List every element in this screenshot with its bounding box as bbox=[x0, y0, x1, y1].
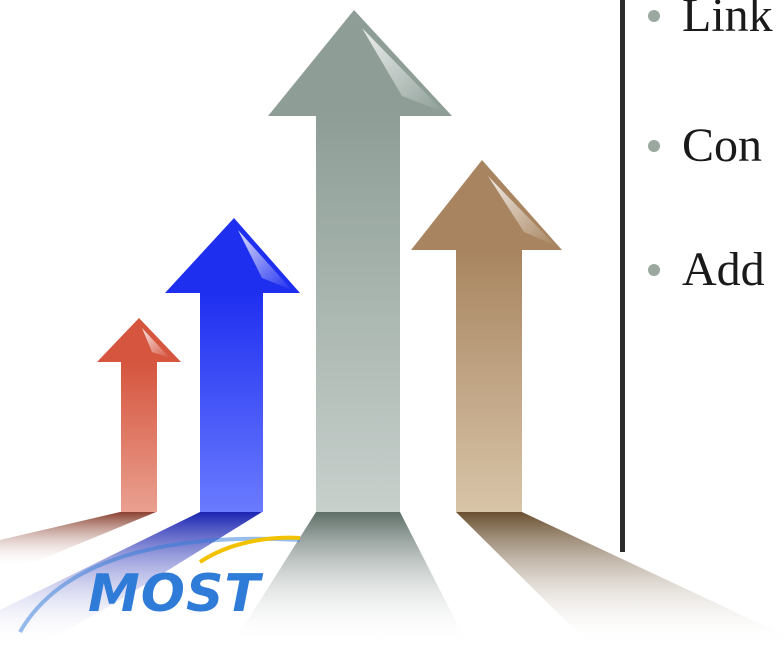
red-arrow bbox=[97, 318, 181, 512]
blue-arrow bbox=[165, 218, 300, 512]
most-logo-swoosh bbox=[18, 535, 301, 633]
bullet-dot-icon bbox=[648, 139, 660, 152]
gray-arrow bbox=[268, 10, 452, 512]
bullet-dot-icon bbox=[648, 9, 660, 22]
most-logo: MOST bbox=[88, 564, 261, 624]
bullet-item-1: Link bbox=[648, 0, 773, 40]
tan-arrow-shadow bbox=[456, 512, 784, 645]
bullet-text: Con bbox=[682, 119, 763, 172]
bullet-item-3: Add bbox=[648, 246, 765, 294]
bullet-item-2: Con bbox=[648, 122, 762, 170]
gray-arrow-shadow bbox=[232, 512, 468, 645]
blue-arrow-shadow bbox=[0, 512, 262, 645]
vertical-divider bbox=[620, 0, 625, 552]
tan-arrow bbox=[411, 160, 562, 512]
bullet-dot-icon bbox=[648, 263, 660, 276]
bullet-text: Add bbox=[682, 243, 765, 296]
red-arrow-shadow bbox=[0, 512, 156, 568]
bullet-text: Link bbox=[682, 0, 773, 42]
